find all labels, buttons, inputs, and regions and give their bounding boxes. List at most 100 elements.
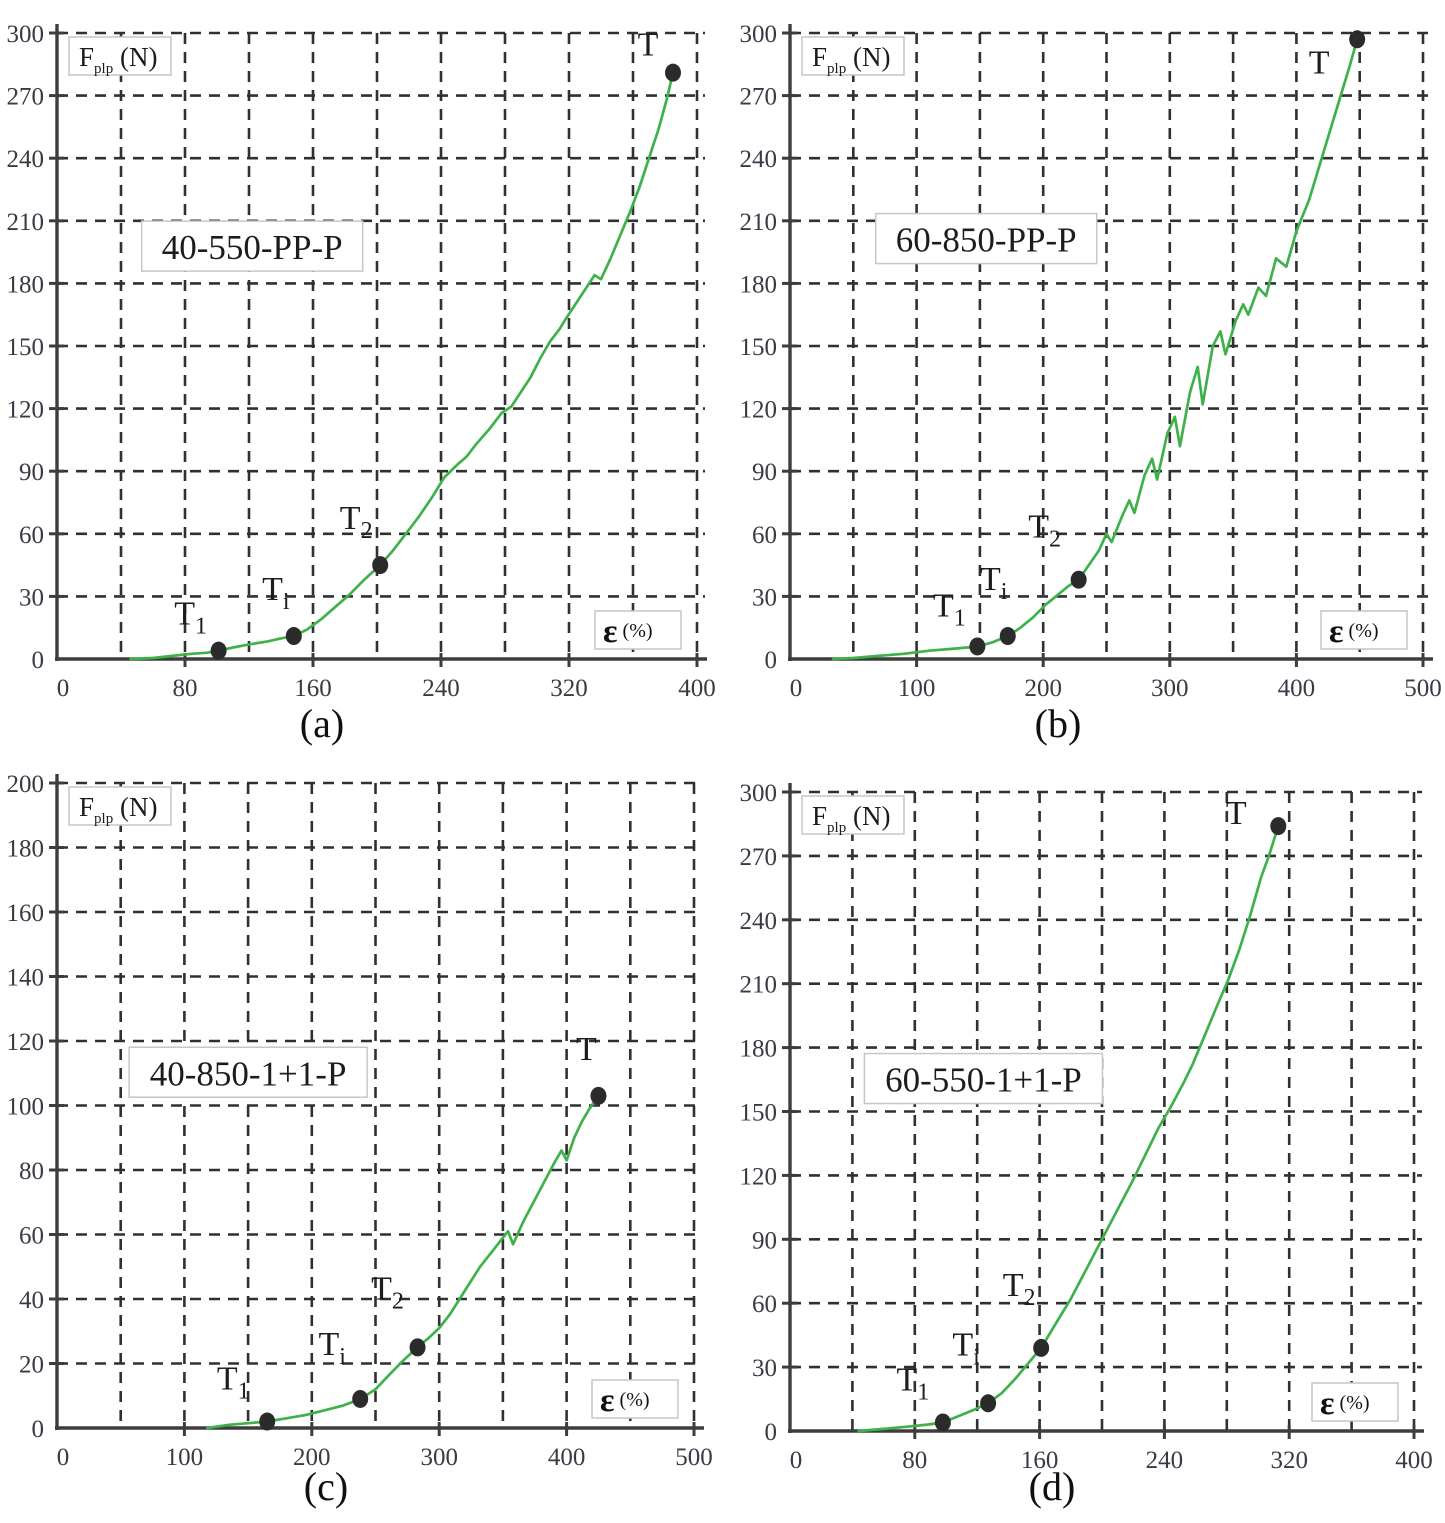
label-box (863, 1052, 1104, 1105)
y-tick-label: 300 (740, 21, 778, 48)
y-tick-label: 270 (740, 844, 778, 871)
marker-label: T2 (1028, 509, 1061, 553)
x-tick-label: 400 (1395, 1447, 1433, 1474)
label-box (1320, 610, 1408, 650)
y-tick-label: 150 (740, 1100, 778, 1127)
y-tick-label: 90 (752, 459, 777, 486)
caption-c: (c) (303, 1464, 349, 1509)
x-tick-label: 0 (57, 675, 70, 702)
y-axis-label-box: Fplp (N) (801, 795, 905, 836)
x-tick-label: 240 (1146, 1447, 1184, 1474)
marker-T2: T2 (1028, 509, 1087, 589)
x-tick-label: 400 (548, 1444, 586, 1471)
y-tick-label: 300 (740, 780, 778, 807)
label-box (128, 1046, 368, 1098)
marker-label: T (576, 1031, 597, 1068)
y-tick-label: 60 (752, 1291, 777, 1318)
marker-Ti: Ti (952, 1326, 997, 1413)
x-tick-label: 200 (293, 1444, 331, 1471)
y-tick-label: 30 (19, 584, 44, 611)
x-tick-label: 400 (1278, 675, 1316, 702)
y-tick-label: 0 (765, 647, 778, 674)
grid-c (57, 781, 702, 1428)
x-tick-label: 500 (1404, 675, 1442, 702)
x-axis-label-box: ε (%) (1320, 610, 1408, 650)
y-tick-label: 240 (740, 146, 778, 173)
marker-dot (980, 1394, 997, 1413)
marker-dot (1070, 570, 1087, 589)
sample-label-box: 40-550-PP-P (140, 220, 364, 272)
marker-dot (1270, 817, 1287, 836)
y-tick-label: 120 (7, 397, 45, 424)
y-tick-label: 200 (7, 771, 45, 798)
label-box (1311, 1382, 1399, 1422)
marker-label: T (1226, 795, 1247, 832)
y-tick-label: 150 (7, 334, 45, 361)
x-axis-label: ε (%) (600, 1382, 650, 1419)
x-axis-label: ε (%) (603, 613, 653, 650)
y-tick-label: 30 (752, 584, 777, 611)
y-tick-label: 60 (19, 522, 44, 549)
marker-label: T (638, 27, 659, 64)
chart-b: 0 100 200 300 400 500 0 30 60 90 120 150 180 210 240 27… (740, 21, 1442, 702)
y-axis-label-box: Fplp (N) (68, 786, 172, 827)
marker-T: T (576, 1031, 607, 1105)
marker-T2: T2 (340, 500, 389, 575)
y-tick-label: 120 (740, 1163, 778, 1190)
y-tick-label: 120 (7, 1029, 45, 1056)
sample-label-box: 40-850-1+1-P (128, 1046, 368, 1098)
y-tick-label: 240 (740, 908, 778, 935)
marker-T: T (638, 27, 681, 82)
y-tick-label: 30 (752, 1355, 777, 1382)
y-tick-label: 160 (7, 900, 45, 927)
marker-T1: T1 (933, 587, 986, 656)
y-tick-label: 300 (7, 21, 45, 48)
marker-label: T1 (174, 596, 207, 640)
y-tick-label: 270 (740, 84, 778, 111)
marker-dot (372, 556, 389, 575)
sample-label-box: 60-850-PP-P (874, 212, 1098, 265)
y-tick-label: 40 (19, 1287, 44, 1314)
marker-T1: T1 (217, 1361, 276, 1431)
marker-label: T1 (217, 1361, 250, 1405)
marker-dot (1349, 30, 1366, 49)
x-tick-label: 200 (1024, 675, 1062, 702)
marker-dot (259, 1412, 276, 1431)
marker-label: T (1309, 44, 1330, 81)
caption-b: (b) (1034, 701, 1082, 746)
label-box (68, 36, 172, 76)
caption-a: (a) (299, 701, 345, 746)
marker-dot (934, 1413, 951, 1432)
y-axis-label: Fplp (N) (812, 801, 890, 836)
sample-label: 40-550-PP-P (162, 228, 343, 267)
axes-c (55, 774, 704, 1430)
marker-T1: T1 (896, 1361, 951, 1432)
marker-dot (285, 627, 302, 646)
marker-label: T2 (340, 500, 373, 544)
y-tick-label: 20 (19, 1352, 44, 1379)
y-tick-label: 180 (740, 271, 778, 298)
y-tick-label: 180 (7, 836, 45, 863)
marker-dot (999, 627, 1016, 646)
y-tick-label: 180 (7, 271, 45, 298)
y-axis-label: Fplp (N) (79, 42, 157, 77)
grid-b (790, 31, 1431, 659)
force-curve (205, 1094, 600, 1430)
force-curve (857, 824, 1280, 1433)
marker-label: T1 (933, 587, 966, 631)
label-box (68, 786, 172, 826)
y-tick-label: 120 (740, 397, 778, 424)
y-tick-label: 270 (7, 84, 45, 111)
marker-dot (590, 1086, 607, 1105)
x-tick-label: 300 (1151, 675, 1189, 702)
marker-T: T (1309, 30, 1366, 81)
marker-label: Ti (980, 561, 1008, 605)
label-box (594, 610, 682, 650)
label-box (801, 795, 905, 835)
marker-T1: T1 (174, 596, 227, 660)
x-tick-label: 400 (678, 675, 716, 702)
axes-b (788, 24, 1433, 661)
x-tick-label: 80 (902, 1447, 927, 1474)
force-curve (129, 71, 675, 661)
marker-label: T1 (896, 1361, 929, 1405)
